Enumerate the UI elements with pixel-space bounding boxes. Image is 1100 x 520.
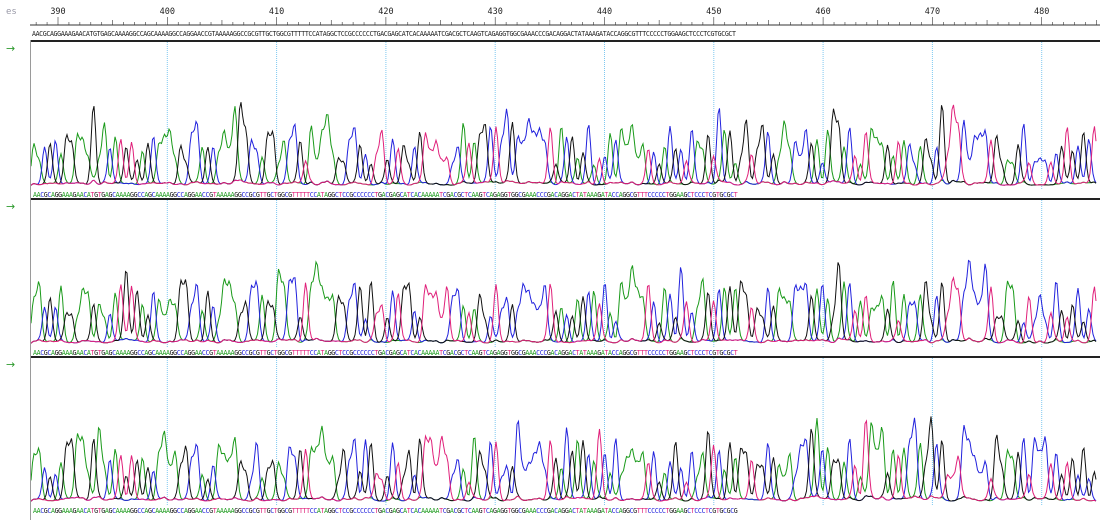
chromatogram-track[interactable]: AACGCAGGAAAGAACATGTGAGCAAAAGGCCAGCAAAAGG… (31, 40, 1100, 200)
read-sequence-text: AACGCAGGAAAGAACATGTGAGCAAAAGGCCAGCAAAAGG… (33, 191, 738, 199)
read-sequence-text: AACGCAGGAAAGAACATGTGAGCAAAAGGCCAGCAAAAGG… (33, 349, 738, 357)
chromatogram-track[interactable]: AACGCAGGAAAGAACATGTGAGCAAAAGGCCAGCAAAAGG… (31, 198, 1100, 358)
trace-A-line (31, 106, 1097, 186)
ruler-position-label: 420 (378, 7, 393, 17)
ruler-position-label: 390 (50, 7, 65, 17)
ruler-position-label: 400 (160, 7, 175, 17)
position-ruler: es39040041042043044045046047048049050051… (6, 7, 1100, 26)
chromatogram-track[interactable]: AACGCAGGAAAGAACATGTGAGCAAAAGGCCAGCAAAAGG… (31, 356, 1100, 516)
consensus-sequence: AACGCAGGAAAGAACATGTGAGCAAAAGGCCAGCAAAAGG… (0, 28, 1100, 40)
consensus-text: AACGCAGGAAAGAACATGTGAGCAAAAGGCCAGCAAAAGG… (32, 30, 736, 38)
ruler-position-label: 450 (706, 7, 721, 17)
ruler-label: es (6, 7, 17, 17)
read-sequence-text: AACGCAGGAAAGAACATGTGAGCAAAAGGCCAGCAAAAGG… (33, 507, 738, 515)
track-arrow-icon[interactable]: → (6, 358, 16, 371)
read-base-calls: AACGCAGGAAAGAACATGTGAGCAAAAGGCCAGCAAAAGG… (33, 349, 738, 358)
ruler-position-label: 470 (925, 7, 940, 17)
read-base-calls: AACGCAGGAAAGAACATGTGAGCAAAAGGCCAGCAAAAGG… (33, 191, 738, 200)
trace-plot (31, 200, 1097, 348)
trace-A-line (31, 260, 1097, 344)
track-arrow-icon[interactable]: → (6, 200, 16, 213)
track-gutter: → → → (0, 40, 31, 520)
trace-T-line (31, 419, 1097, 502)
ruler-position-label: 410 (269, 7, 284, 17)
trace-plot (31, 42, 1097, 190)
trace-C-line (31, 259, 1097, 344)
trace-plot (31, 358, 1097, 506)
ruler-position-label: 460 (815, 7, 830, 17)
trace-T-line (31, 104, 1097, 186)
read-base-calls: AACGCAGGAAAGAACATGTGAGCAAAAGGCCAGCAAAAGG… (33, 507, 738, 516)
trace-C-line (31, 108, 1097, 186)
ruler-position-label: 480 (1034, 7, 1049, 17)
trace-C-line (31, 417, 1097, 502)
ruler-position-label: 430 (488, 7, 503, 17)
ruler-position-label: 440 (597, 7, 612, 17)
trace-T-line (31, 276, 1097, 344)
track-arrow-icon[interactable]: → (6, 42, 16, 55)
